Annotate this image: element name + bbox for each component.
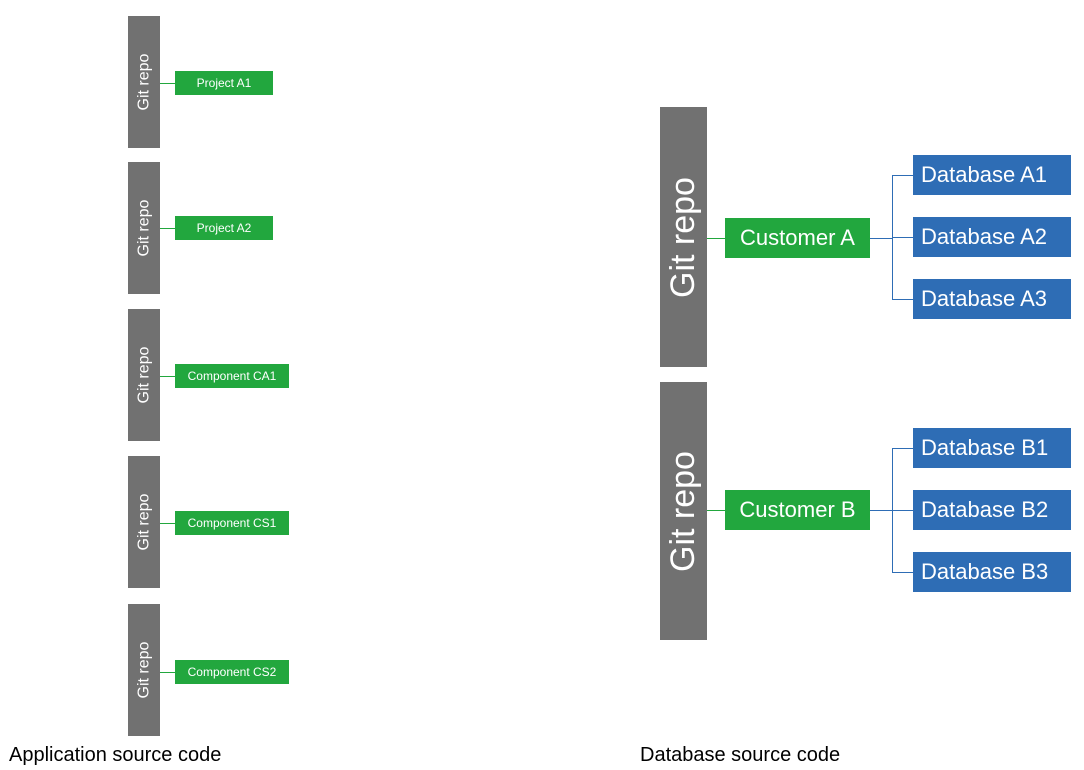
git-repo-label: Git repo <box>135 54 153 111</box>
git-repo-label: Git repo <box>135 200 153 257</box>
connector <box>892 299 913 300</box>
connector <box>892 237 913 238</box>
git-repo-box: Git repo <box>128 162 160 294</box>
customer-box: Customer B <box>725 490 870 530</box>
connector <box>160 83 175 84</box>
connector <box>160 523 175 524</box>
project-box: Component CS2 <box>175 660 289 684</box>
git-repo-box: Git repo <box>660 107 707 367</box>
connector <box>870 510 892 511</box>
git-repo-box: Git repo <box>660 382 707 640</box>
section-label-left: Application source code <box>9 744 221 767</box>
connector <box>160 376 175 377</box>
git-repo-box: Git repo <box>128 456 160 588</box>
git-repo-label: Git repo <box>664 451 703 572</box>
database-box: Database B3 <box>913 552 1071 592</box>
connector <box>892 448 913 449</box>
connector <box>892 510 913 511</box>
project-box: Component CA1 <box>175 364 289 388</box>
database-box: Database B1 <box>913 428 1071 468</box>
project-box: Project A1 <box>175 71 273 95</box>
git-repo-label: Git repo <box>135 494 153 551</box>
git-repo-label: Git repo <box>135 347 153 404</box>
customer-box: Customer A <box>725 218 870 258</box>
git-repo-box: Git repo <box>128 309 160 441</box>
git-repo-label: Git repo <box>664 177 703 298</box>
database-box: Database A1 <box>913 155 1071 195</box>
database-box: Database A2 <box>913 217 1071 257</box>
git-repo-box: Git repo <box>128 604 160 736</box>
database-box: Database A3 <box>913 279 1071 319</box>
connector <box>870 238 892 239</box>
connector <box>892 572 913 573</box>
section-label-right: Database source code <box>640 744 840 767</box>
connector <box>160 228 175 229</box>
connector <box>707 238 725 239</box>
project-box: Component CS1 <box>175 511 289 535</box>
connector <box>707 510 725 511</box>
connector <box>160 672 175 673</box>
git-repo-box: Git repo <box>128 16 160 148</box>
project-box: Project A2 <box>175 216 273 240</box>
git-repo-label: Git repo <box>135 642 153 699</box>
database-box: Database B2 <box>913 490 1071 530</box>
connector <box>892 175 913 176</box>
